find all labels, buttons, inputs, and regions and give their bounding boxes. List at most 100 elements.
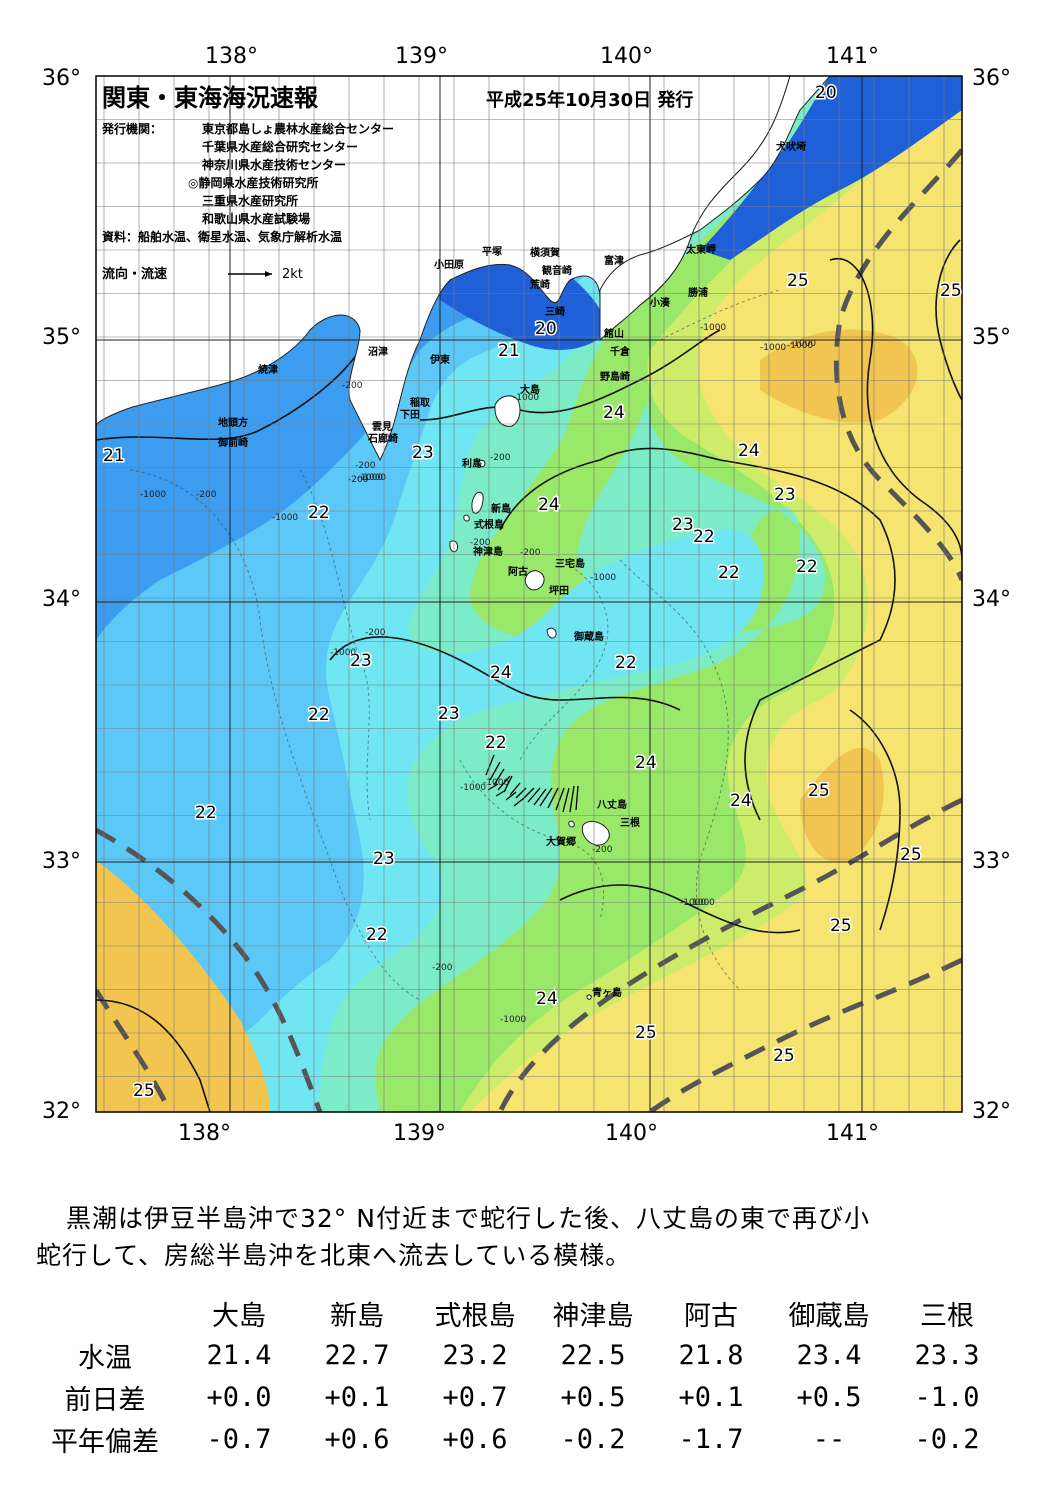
place-futtsu: 富津	[604, 254, 624, 267]
lat-label-32-left: 32°	[42, 1099, 81, 1124]
depth-label: -1000	[360, 473, 386, 483]
table-cell: -1.7	[678, 1423, 744, 1455]
longitude-labels-bottom: 138° 139° 140° 141°	[178, 1121, 879, 1146]
island-miyake	[524, 570, 545, 591]
depth-label: -1000	[700, 323, 726, 333]
summary-line-1: 黒潮は伊豆半島沖で32° N付近まで蛇行した後、八丈島の東で再び小	[66, 1204, 870, 1233]
isotherm-label: 25	[940, 281, 962, 301]
place-tateyama: 館山	[603, 327, 624, 340]
isotherm-label: 22	[366, 925, 388, 945]
table-cell: +0.6	[442, 1423, 508, 1455]
depth-label: -1000	[483, 778, 509, 788]
lat-label-32-right: 32°	[972, 1099, 1011, 1124]
lat-label-34-right: 34°	[972, 587, 1011, 612]
data-source: 資料：船舶水温、衛星水温、気象庁解析水温	[102, 229, 342, 244]
isotherm-label: 21	[103, 446, 125, 466]
place-toshima: 利島	[462, 457, 482, 470]
current-arrow	[505, 791, 517, 801]
place-ito: 伊東	[429, 353, 450, 366]
isotherm-label: 22	[718, 563, 740, 583]
publisher-2: 千葉県水産総合研究センター	[202, 139, 358, 154]
place-yokosuka: 横須賀	[530, 246, 560, 259]
island-aogashima	[586, 994, 592, 1000]
isotherm-label: 24	[738, 441, 760, 461]
place-tsubota: 坪田	[549, 584, 569, 597]
current-arrow	[569, 785, 575, 813]
flow-legend-scale: 2kt	[282, 267, 303, 282]
isotherm-label: 22	[693, 527, 715, 547]
place-taito: 太東岬	[685, 243, 716, 256]
table-cell: +0.6	[324, 1423, 390, 1455]
place-kominato: 小湊	[649, 296, 671, 309]
current-arrow	[527, 787, 541, 803]
depth-label: -1000	[680, 898, 706, 908]
col-mine: 三根	[920, 1300, 974, 1332]
lat-label-36-right: 36°	[972, 66, 1011, 91]
place-misaki: 三崎	[545, 305, 565, 318]
isotherm-label: 24	[538, 495, 560, 515]
col-kozushima: 神津島	[552, 1300, 634, 1332]
island-hachijo-kojima	[568, 820, 575, 828]
lon-label-140-top: 140°	[600, 44, 653, 69]
depth-label: -1000	[760, 343, 786, 353]
island-oshima	[494, 395, 521, 427]
row-label-anomaly: 平年偏差	[51, 1426, 159, 1458]
place-jitogata: 地頭方	[218, 416, 248, 429]
place-nojimazaki: 野島崎	[600, 370, 630, 383]
isotherm-label: 24	[490, 663, 512, 683]
table-header-row: 大島 新島 式根島 神津島 阿古 御蔵島 三根	[30, 1292, 1006, 1334]
place-niijima: 新島	[491, 502, 511, 515]
lat-label-33-left: 33°	[42, 849, 81, 874]
lat-label-36-left: 36°	[42, 66, 81, 91]
isotherm-label: 25	[787, 271, 809, 291]
table-cell: +0.5	[796, 1381, 862, 1413]
publisher-4: ◎静岡県水産技術研究所	[188, 175, 318, 190]
isotherm-label: 23	[672, 515, 694, 535]
isotherm-label: 23	[412, 443, 434, 463]
publisher-label: 発行機関：	[101, 121, 162, 136]
isotherm-label: 25	[830, 916, 852, 936]
place-shimoda: 下田	[400, 409, 420, 421]
depth-label: -1000	[500, 1015, 526, 1025]
flow-legend-arrowhead	[265, 271, 272, 277]
table-cell: +0.1	[324, 1381, 390, 1413]
place-labels: 大島 利島 新島 式根島 神津島 三宅島 阿古 坪田 御蔵島 八丈島 三根 大賀…	[217, 140, 806, 999]
isotherm-label: 23	[438, 704, 460, 724]
lat-label-35-right: 35°	[972, 325, 1011, 350]
place-hachijo: 八丈島	[596, 798, 627, 811]
lat-label-33-right: 33°	[972, 849, 1011, 874]
depth-label: -200	[432, 963, 453, 973]
place-okago: 大賀郷	[546, 835, 576, 848]
publisher-1: 東京都島しょ農林水産総合センター	[202, 121, 394, 136]
place-oshima: 大島	[520, 383, 540, 396]
table-cell: 23.3	[914, 1339, 980, 1371]
place-shikinejima: 式根島	[474, 518, 504, 531]
publisher-3: 神奈川県水産技術センター	[202, 157, 346, 172]
map-header: 関東・東海海況速報 平成25年10月30日 発行 発行機関： 東京都島しょ農林水…	[101, 84, 693, 282]
place-odawara: 小田原	[433, 258, 464, 271]
island-shikinejima	[463, 514, 470, 522]
current-arrow	[485, 754, 495, 776]
flow-legend-label: 流向・流速	[102, 266, 167, 282]
table-cell: 21.8	[678, 1339, 744, 1371]
island-kozushima	[449, 540, 458, 553]
place-irozaki: 石廊崎	[367, 432, 398, 445]
isotherm-label: 20	[815, 83, 837, 103]
isotherm-label: 22	[308, 705, 330, 725]
place-yaizu: 焼津	[258, 363, 278, 376]
table-cell: +0.0	[206, 1381, 272, 1413]
map-frame	[95, 75, 963, 1113]
current-arrow	[493, 768, 505, 786]
isotherm-label: 20	[535, 319, 557, 339]
depth-label: -200	[355, 461, 376, 471]
current-arrow	[489, 761, 501, 781]
place-ako: 阿古	[508, 565, 528, 578]
isotherm-label: 25	[635, 1023, 657, 1043]
place-kumomi: 雲見	[372, 421, 392, 433]
field-orange-southwest	[96, 860, 270, 1112]
current-arrow	[539, 787, 553, 807]
table-corner	[30, 1292, 180, 1334]
isotherm-label: 24	[635, 753, 657, 773]
row-label-water-temp: 水温	[78, 1342, 132, 1374]
depth-label: -1000	[513, 393, 539, 403]
